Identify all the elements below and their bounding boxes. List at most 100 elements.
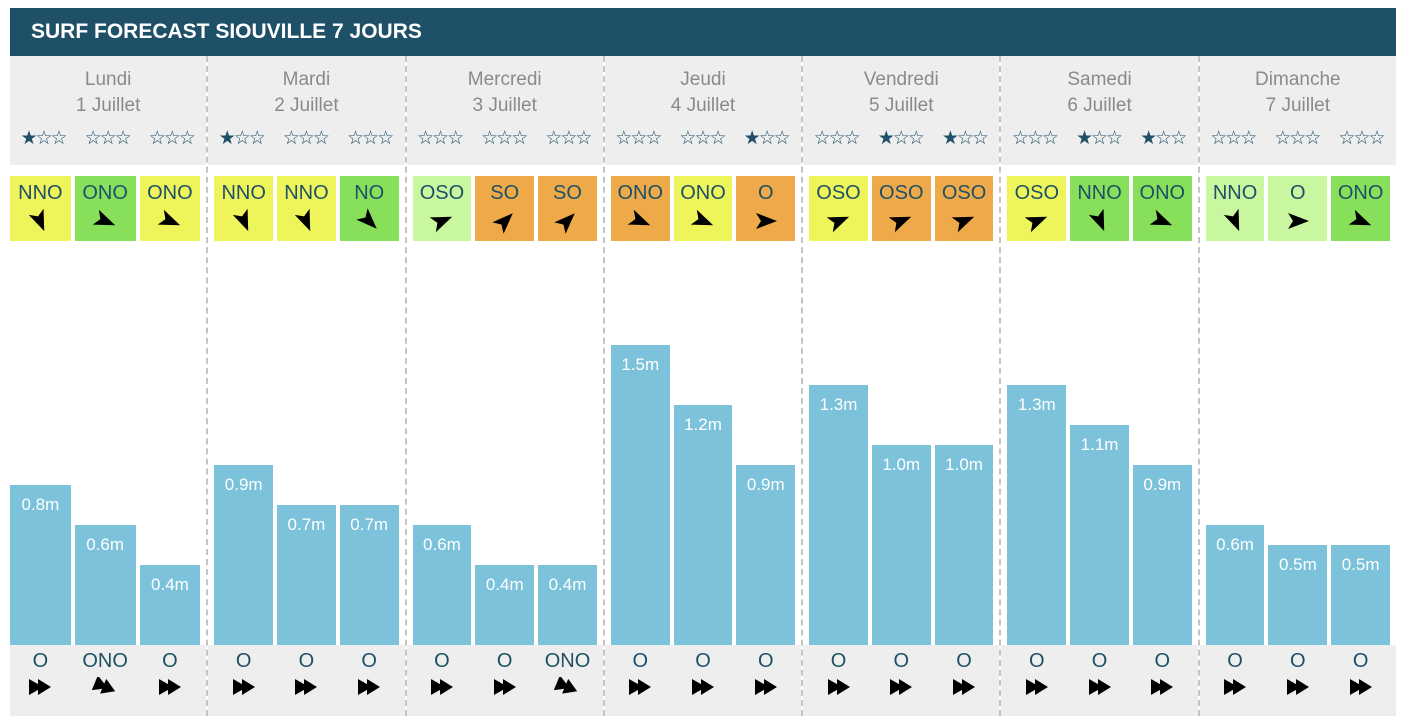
swell-row: O ONO O [10,645,207,716]
day-column: Mercredi 3 Juillet ☆☆☆ ☆☆☆ ☆☆☆ OSO SO SO 0.6m 0.4… [404,56,603,716]
swell-arrow-icon [1224,679,1247,695]
swell-arrow-icon [232,679,255,695]
swell-direction: O [235,650,252,672]
wave-bar: 0.4m [139,565,201,645]
day-header: Dimanche 7 Juillet ☆☆☆ ☆☆☆ ☆☆☆ [1199,56,1396,165]
wind-arrow-icon [755,213,777,229]
wind-direction: OSO [419,182,465,204]
swell-direction: O [32,650,49,672]
wave-chart: 1.5m 1.2m 0.9m [605,241,801,645]
wind-cell: OSO [934,176,994,241]
wave-bar: 0.7m [277,505,336,645]
swell-cell: O [140,645,201,716]
swell-arrow-icon [1349,679,1372,695]
wind-direction: SO [553,182,582,204]
wind-arrow-icon [92,209,116,226]
wind-direction: OSO [816,182,861,204]
star-rating: ☆☆☆ [417,128,464,149]
swell-cell: O [277,645,336,716]
wind-arrow-icon [295,208,311,232]
swell-direction: O [361,650,377,672]
wave-bar: 0.4m [475,565,535,645]
wind-direction: O [757,182,774,204]
wind-arrow-icon [826,216,849,233]
swell-cell: ONO [538,645,597,716]
day-name: Mercredi [467,69,542,90]
day-date: 2 Juillet [274,95,339,116]
wave-bar: 0.5m [1268,545,1328,645]
day-column: Mardi 2 Juillet ★☆☆ ☆☆☆ ☆☆☆ NNO NNO NO 0.9m 0.7m 0… [206,56,405,716]
wind-cell: OSO [412,176,472,241]
swell-arrow-icon [430,679,453,695]
star-rating: ☆☆☆ [545,128,592,149]
swell-arrow-icon [92,677,116,694]
swell-arrow-icon [29,679,52,695]
wind-arrow-icon [232,208,248,232]
wind-cell: ONO [139,176,201,241]
wind-arrow-icon [690,209,714,226]
day-header: Samedi 6 Juillet ☆☆☆ ★☆☆ ★☆☆ [1001,56,1198,165]
star-rating: ☆☆☆ [1210,128,1257,149]
swell-direction: O [1227,650,1243,672]
wave-bar: 0.8m [10,485,71,645]
swell-direction: O [1352,650,1369,672]
star-rating: ★☆☆ [941,128,989,149]
day-date: 6 Juillet [1067,95,1132,116]
day-name: Lundi [84,69,132,90]
wave-bar: 1.3m [1007,385,1067,645]
swell-direction: O [632,650,648,672]
star-rating: ☆☆☆ [84,128,132,149]
wave-bar: 0.5m [1331,545,1390,645]
day-header: Jeudi 4 Juillet ☆☆☆ ☆☆☆ ★☆☆ [604,56,802,165]
star-rating: ★☆☆ [743,128,791,149]
wind-cell: ONO [1331,176,1390,241]
wind-arrow-icon [429,216,453,233]
wind-arrow-icon [157,209,181,226]
wind-cell: ONO [1132,176,1192,241]
swell-cell: O [674,645,733,716]
swell-cell: O [809,645,868,716]
wind-direction: NNO [1212,182,1258,204]
wind-arrow-icon [627,209,651,226]
swell-cell: O [1331,645,1390,716]
star-rating: ☆☆☆ [347,128,394,149]
wind-direction: NNO [1077,182,1122,204]
star-rating: ☆☆☆ [1274,128,1321,149]
wind-cell: ONO [74,176,136,241]
wind-arrow-icon [1287,213,1309,229]
swell-cell: O [872,645,931,716]
swell-arrow-icon [1151,679,1174,695]
day-name: Dimanche [1255,69,1341,90]
star-rating: ★☆☆ [1075,128,1123,149]
wave-chart: 0.6m 0.5m 0.5m [1200,241,1396,645]
wind-direction: OSO [941,182,987,204]
wind-cell: ONO [610,176,670,241]
swell-direction: O [956,650,972,672]
wind-cell: NNO [214,176,274,241]
day-header: Lundi 1 Juillet ★☆☆ ☆☆☆ ☆☆☆ [10,56,207,165]
swell-direction: O [757,650,774,672]
swell-direction: ONO [544,650,591,672]
swell-direction: O [496,650,513,672]
star-rating: ☆☆☆ [1338,128,1385,149]
day-date: 3 Juillet [472,95,537,116]
wind-direction: OSO [1014,182,1060,204]
wave-bar: 1.3m [809,385,868,645]
wind-direction: ONO [82,182,128,204]
swell-arrow-icon [158,679,181,695]
wind-direction: ONO [1337,182,1384,204]
wind-cell: SO [475,176,535,241]
day-name: Samedi [1067,69,1132,90]
wind-cell: ONO [673,176,733,241]
star-rating: ☆☆☆ [148,128,196,149]
swell-cell: O [1070,645,1129,716]
wind-direction: SO [490,182,520,204]
day-header: Vendredi 5 Juillet ☆☆☆ ★☆☆ ★☆☆ [803,56,1000,165]
day-column: Samedi 6 Juillet ☆☆☆ ★☆☆ ★☆☆ OSO NNO ONO 1.3m 1.1… [999,56,1198,716]
wind-direction: NO [354,182,385,204]
star-rating: ★☆☆ [218,128,266,149]
